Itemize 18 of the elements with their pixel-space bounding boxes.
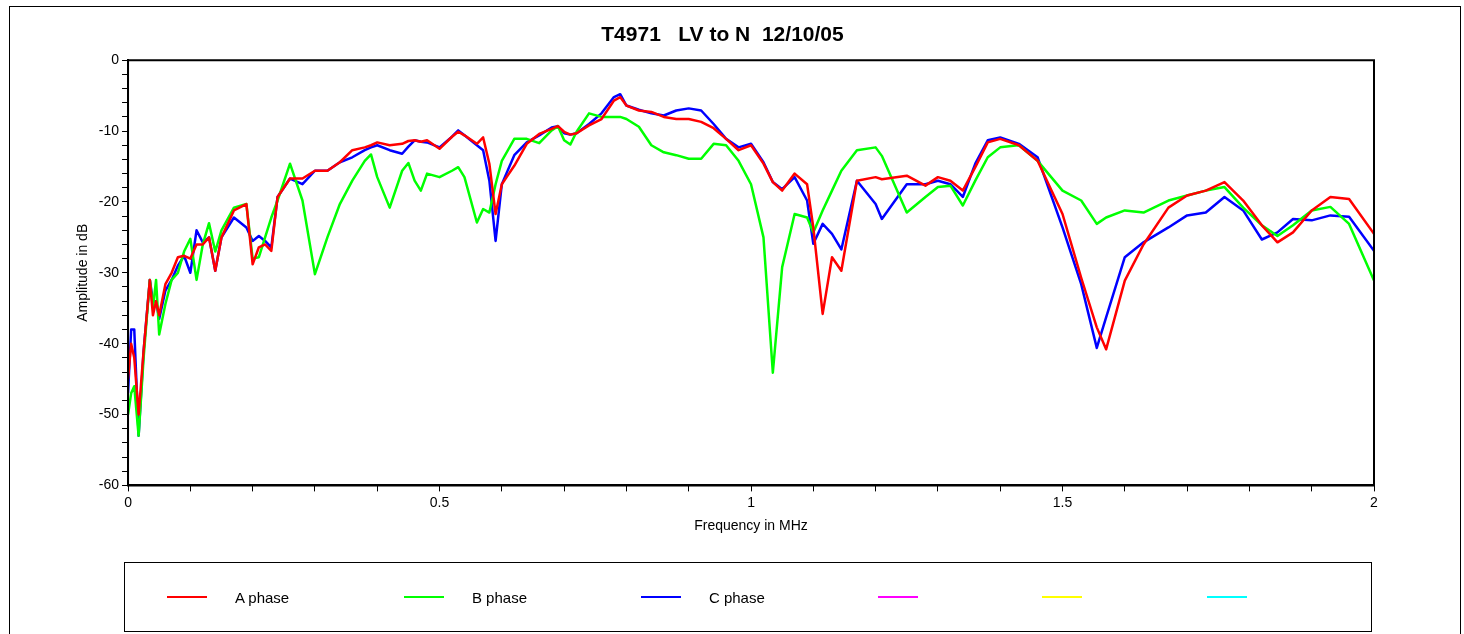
x-axis-title: Frequency in MHz bbox=[694, 517, 808, 534]
x-tick-label: 0.5 bbox=[429, 493, 450, 510]
y-tick-label: -10 bbox=[98, 121, 120, 138]
x-tick-label: 0 bbox=[124, 493, 133, 510]
y-tick-label: -30 bbox=[98, 263, 120, 280]
y-tick-label: -20 bbox=[98, 192, 120, 209]
legend-label: A phase bbox=[235, 588, 290, 606]
y-tick-label: 0 bbox=[111, 51, 120, 68]
y-tick-label: -40 bbox=[98, 334, 120, 351]
legend-label: C phase bbox=[708, 588, 765, 606]
y-tick-label: -50 bbox=[98, 405, 120, 422]
x-tick-label: 1.5 bbox=[1052, 493, 1073, 510]
y-axis-title: Amplitude in dB bbox=[74, 223, 91, 322]
x-tick-label: 2 bbox=[1370, 493, 1379, 510]
chart-title: T4971 LV to N 12/10/05 bbox=[601, 22, 845, 46]
legend-label: B phase bbox=[471, 588, 527, 606]
x-tick-label: 1 bbox=[747, 493, 756, 510]
y-tick-label: -60 bbox=[98, 476, 120, 493]
